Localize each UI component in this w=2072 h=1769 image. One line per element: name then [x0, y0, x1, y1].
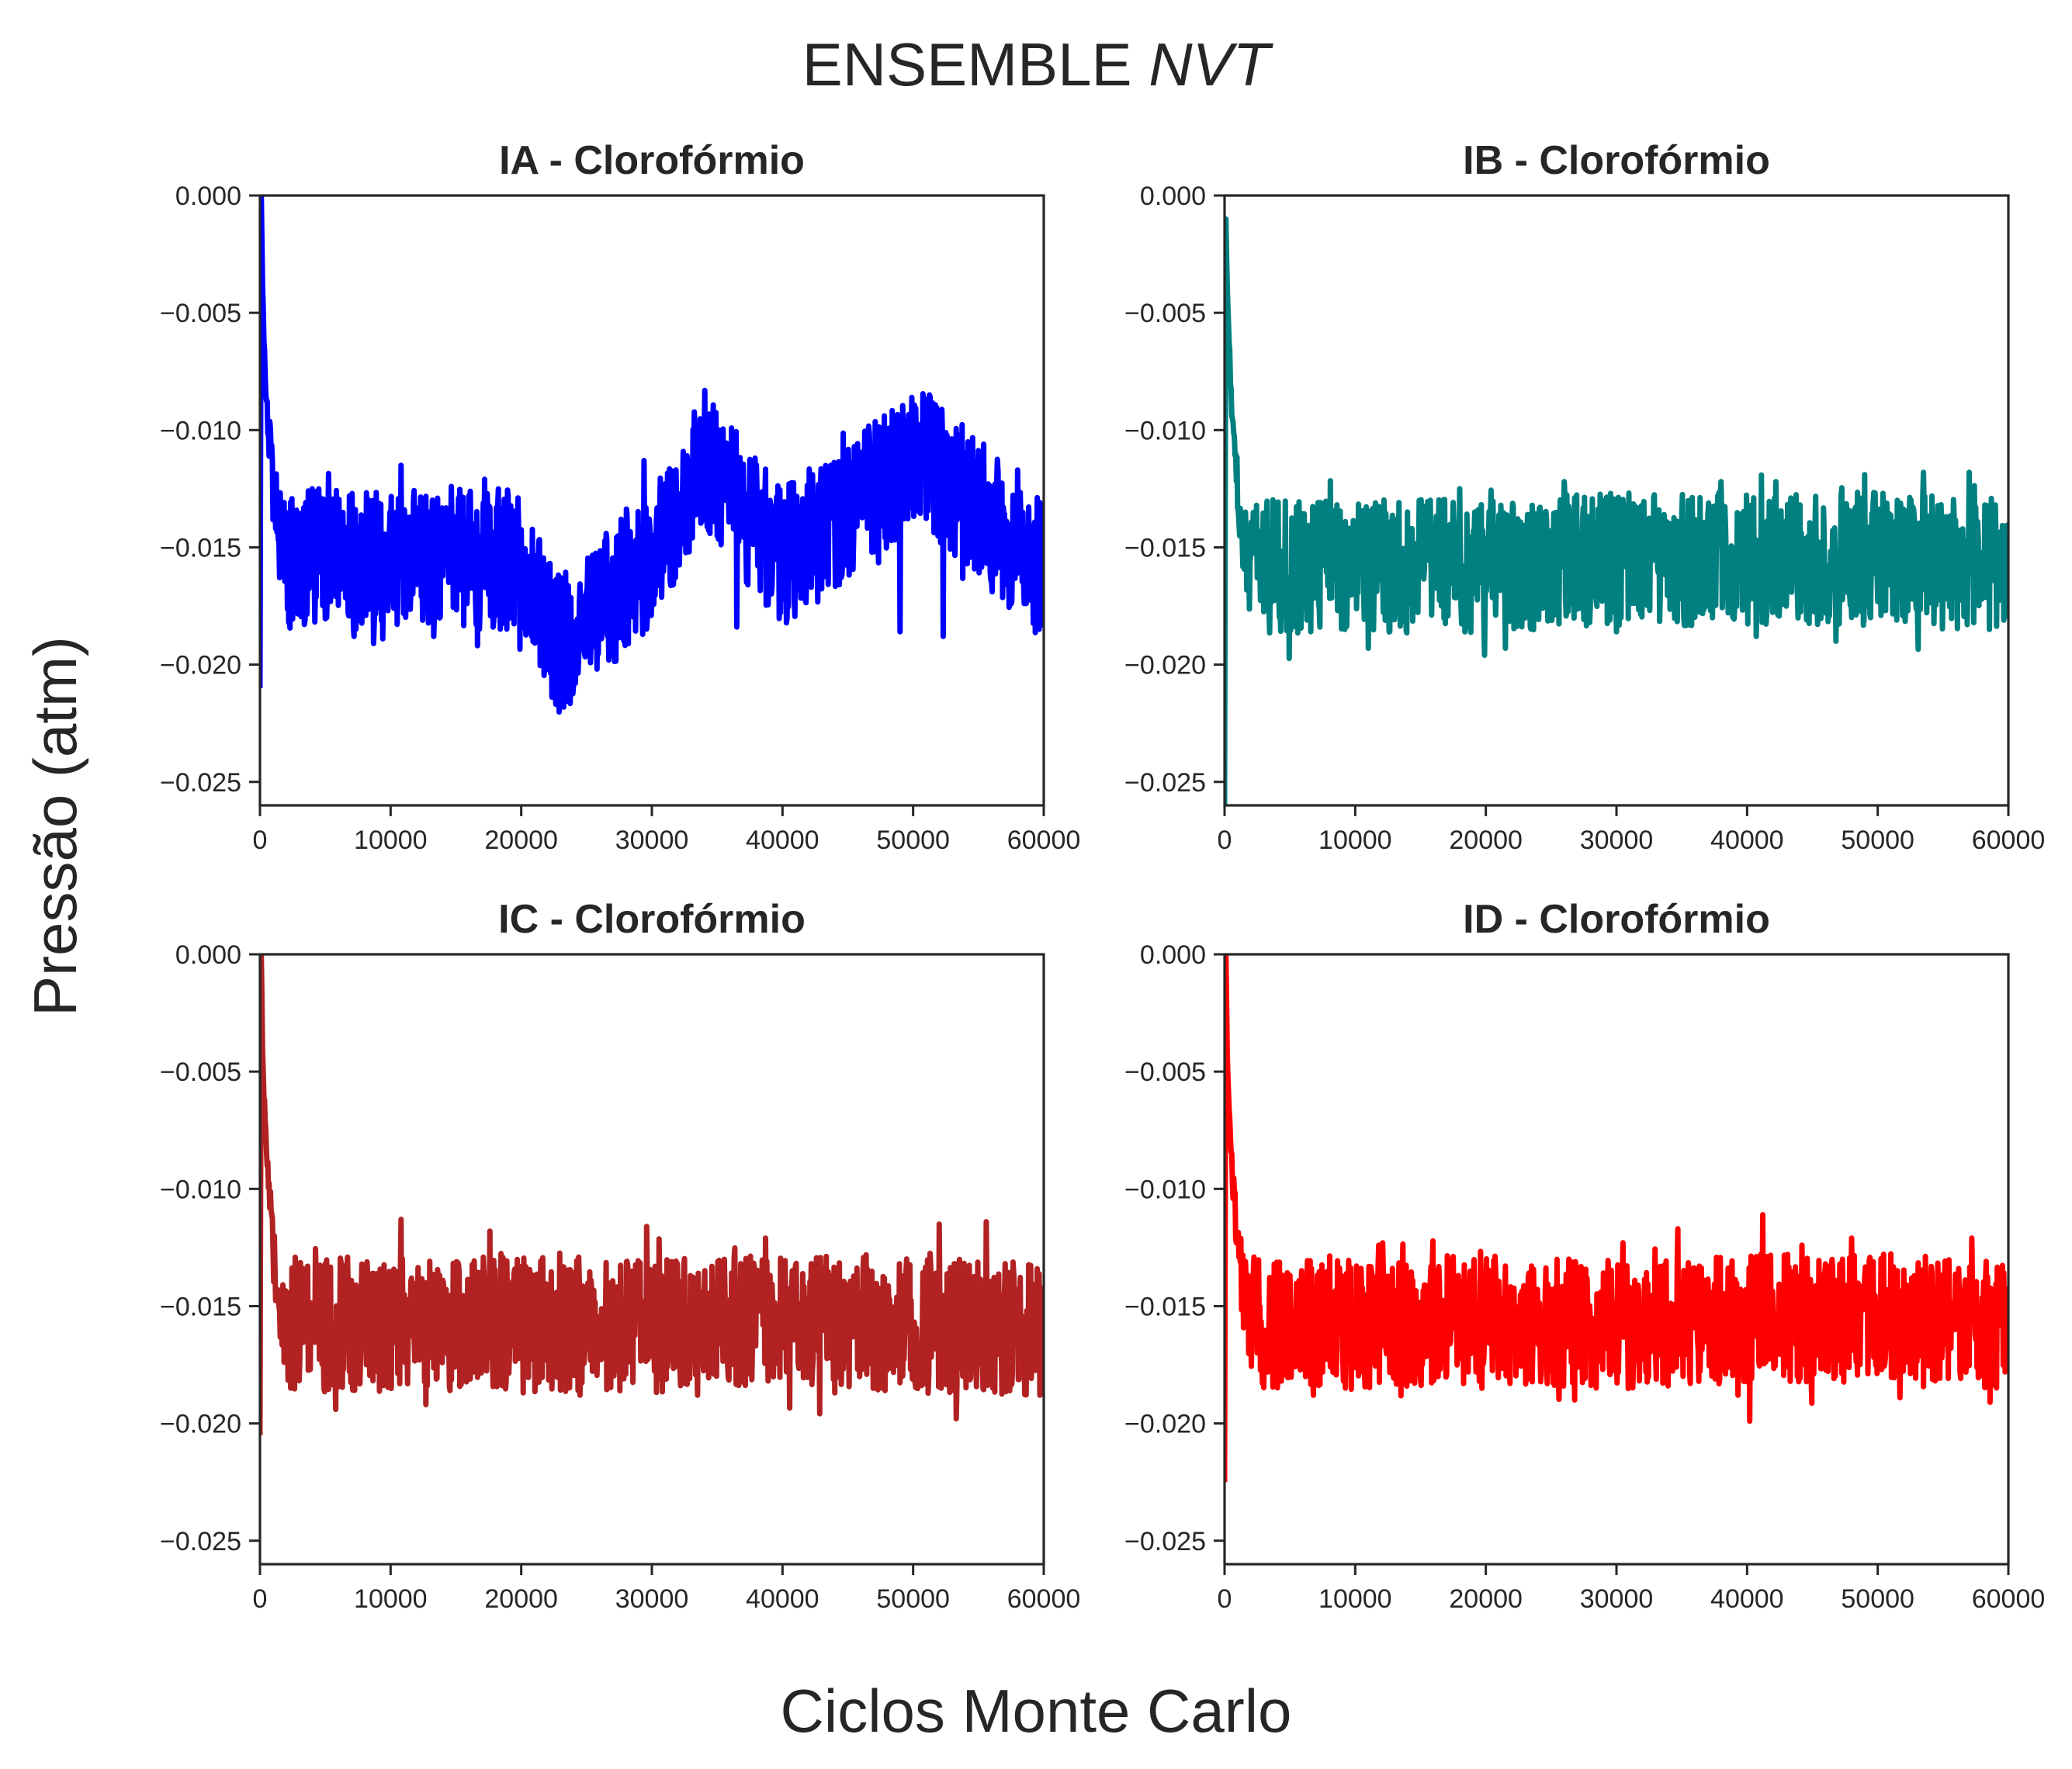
- x-tick-label: 30000: [1580, 826, 1654, 855]
- x-tick-label: 10000: [354, 1584, 428, 1614]
- subplot-2: 0.000 −0.005 −0.010 −0.015 −0.020 −0.025 0 1000…: [1124, 138, 2045, 855]
- x-tick-label: 50000: [876, 1584, 950, 1614]
- x-tick-label: 20000: [484, 826, 558, 855]
- y-tick-label: −0.010: [1124, 416, 1206, 445]
- y-tick-label: −0.005: [1124, 1058, 1206, 1087]
- y-tick-label: 0.000: [175, 182, 241, 211]
- figure-title: ENSEMBLE NVT: [802, 30, 1274, 99]
- y-tick-label: −0.015: [160, 1292, 241, 1321]
- x-tick-label: 30000: [1580, 1584, 1654, 1614]
- subplot-3: 0.000 −0.005 −0.010 −0.015 −0.020 −0.025 0 1000…: [160, 897, 1080, 1614]
- x-tick-label: 40000: [746, 826, 819, 855]
- x-tick-label: 30000: [615, 826, 689, 855]
- figure-ylabel: Pressão (atm): [21, 636, 89, 1016]
- x-tick-label: 20000: [484, 1584, 558, 1614]
- panels: 0.000 −0.005 −0.010 −0.015 −0.020 −0.025 0 1000…: [160, 138, 2045, 1614]
- y-tick-label: −0.015: [1124, 533, 1206, 563]
- x-tick-label: 10000: [1318, 826, 1392, 855]
- y-tick-label: −0.005: [160, 299, 241, 328]
- y-tick-label: −0.025: [1124, 1527, 1206, 1556]
- figure-title-prefix: ENSEMBLE: [802, 30, 1149, 99]
- x-tick-label: 0: [1218, 826, 1232, 855]
- y-tick-label: −0.010: [160, 416, 241, 445]
- x-tick-label: 0: [253, 1584, 268, 1614]
- y-tick-label: 0.000: [175, 940, 241, 970]
- series-line: [1225, 216, 2008, 805]
- x-tick-label: 30000: [615, 1584, 689, 1614]
- subplot-title: IC - Clorofórmio: [498, 897, 806, 942]
- y-tick-label: −0.025: [160, 1527, 241, 1556]
- subplot-title: IB - Clorofórmio: [1463, 138, 1770, 183]
- x-tick-label: 20000: [1449, 1584, 1523, 1614]
- series-line: [260, 954, 1044, 1435]
- y-tick-label: −0.005: [160, 1058, 241, 1087]
- x-tick-label: 50000: [1841, 1584, 1914, 1614]
- y-tick-label: −0.010: [160, 1175, 241, 1204]
- subplot-1: 0.000 −0.005 −0.010 −0.015 −0.020 −0.025 0 1000…: [160, 138, 1080, 855]
- y-tick-label: −0.015: [1124, 1292, 1206, 1321]
- subplot-title: ID - Clorofórmio: [1463, 897, 1770, 942]
- subplot-4: 0.000 −0.005 −0.010 −0.015 −0.020 −0.025 0 1000…: [1124, 897, 2045, 1614]
- x-tick-label: 50000: [876, 826, 950, 855]
- y-tick-label: −0.010: [1124, 1175, 1206, 1204]
- y-tick-label: 0.000: [1140, 940, 1206, 970]
- subplot-title: IA - Clorofórmio: [499, 138, 805, 183]
- x-tick-label: 60000: [1007, 826, 1081, 855]
- y-tick-label: −0.020: [160, 651, 241, 680]
- x-tick-label: 60000: [1972, 1584, 2046, 1614]
- y-tick-label: −0.005: [1124, 299, 1206, 328]
- x-tick-label: 10000: [354, 826, 428, 855]
- x-tick-label: 40000: [746, 1584, 819, 1614]
- series-line: [1225, 954, 2008, 1483]
- y-tick-label: −0.020: [1124, 651, 1206, 680]
- y-tick-label: 0.000: [1140, 182, 1206, 211]
- y-tick-label: −0.020: [1124, 1410, 1206, 1439]
- x-tick-label: 40000: [1710, 826, 1784, 855]
- x-tick-label: 50000: [1841, 826, 1914, 855]
- x-tick-label: 40000: [1710, 1584, 1784, 1614]
- figure-xlabel: Ciclos Monte Carlo: [781, 1677, 1292, 1745]
- y-tick-label: −0.020: [160, 1410, 241, 1439]
- x-tick-label: 0: [1218, 1584, 1232, 1614]
- x-tick-label: 60000: [1007, 1584, 1081, 1614]
- y-tick-label: −0.015: [160, 533, 241, 563]
- x-tick-label: 20000: [1449, 826, 1523, 855]
- x-tick-label: 0: [253, 826, 268, 855]
- y-tick-label: −0.025: [1124, 768, 1206, 798]
- y-tick-label: −0.025: [160, 768, 241, 798]
- series-line: [260, 196, 1044, 715]
- figure-title-italic: NVT: [1149, 30, 1273, 99]
- x-tick-label: 60000: [1972, 826, 2046, 855]
- x-tick-label: 10000: [1318, 1584, 1392, 1614]
